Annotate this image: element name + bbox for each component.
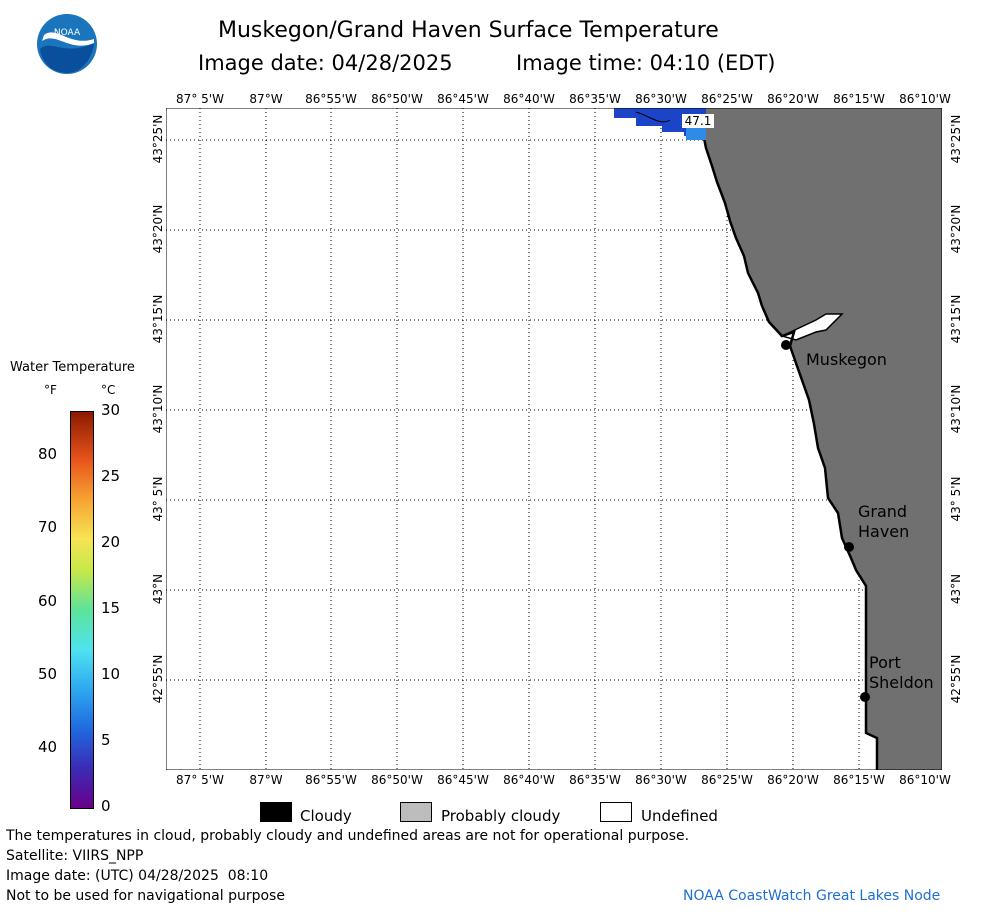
- colorbar-unit-c: °C: [101, 383, 116, 397]
- lon-tick-label: 86°30'W: [635, 773, 687, 787]
- lon-tick-label: 86°10'W: [899, 92, 951, 106]
- city-marker-grand-haven: [844, 542, 854, 552]
- lat-tick-label: 43°10'N: [151, 384, 165, 434]
- colorbar-tick-c: 30: [101, 401, 121, 419]
- city-label-grand-haven: Grand Haven: [858, 502, 910, 541]
- colorbar-unit-f: °F: [44, 383, 57, 397]
- temp-label: 47.1: [685, 114, 712, 128]
- lat-tick-label: 42°55'N: [949, 654, 963, 704]
- map-panel: 47.1: [166, 108, 942, 770]
- image-time: Image time: 04:10 (EDT): [516, 51, 776, 75]
- muskegon-lake: [779, 313, 844, 341]
- lon-tick-label: 87°W: [249, 773, 283, 787]
- lon-tick-label: 86°40'W: [503, 773, 555, 787]
- colorbar-tick-c: 25: [101, 467, 121, 485]
- colorbar-tick-f: 40: [38, 738, 58, 757]
- colorbar-tick-c: 5: [101, 731, 111, 749]
- colorbar-tick-f: 70: [38, 518, 58, 537]
- map-grid: [166, 108, 942, 770]
- lat-tick-label: 43°N: [949, 573, 963, 605]
- lat-tick-label: 43°25'N: [949, 114, 963, 164]
- lon-tick-label: 87° 5'W: [176, 92, 224, 106]
- lat-tick-label: 43°20'N: [949, 204, 963, 254]
- footer-credit: NOAA CoastWatch Great Lakes Node: [683, 888, 941, 904]
- colorbar-title: Water Temperature: [10, 360, 135, 375]
- logo-text: NOAA: [54, 28, 81, 38]
- colorbar-tick-f: 60: [38, 591, 58, 610]
- colorbar-tick-f: 80: [38, 445, 58, 463]
- city-label-muskegon: Muskegon: [806, 350, 887, 369]
- lon-tick-label: 87° 5'W: [176, 773, 224, 787]
- legend-swatch-undefined: [600, 802, 632, 822]
- city-label-port-sheldon: Port Sheldon: [869, 653, 934, 692]
- colorbar-tick-c: 0: [101, 797, 111, 815]
- footer-utc-date: Image date: (UTC) 04/28/2025 08:10: [6, 868, 269, 884]
- lon-tick-label: 86°45'W: [437, 773, 489, 787]
- colorbar-tick-c: 20: [101, 533, 121, 551]
- colorbar-tick-c: 10: [101, 665, 121, 683]
- footer-nav-warning: Not to be used for navigational purpose: [6, 888, 285, 904]
- legend-label-undefined: Undefined: [641, 807, 718, 825]
- legend-label-probably-cloudy: Probably cloudy: [441, 807, 561, 825]
- lat-tick-label: 43°10'N: [949, 384, 963, 434]
- lon-tick-label: 86°20'W: [767, 773, 819, 787]
- lon-tick-label: 86°25'W: [701, 773, 753, 787]
- isotherm: [635, 111, 671, 123]
- land-michigan: [702, 108, 942, 770]
- footer-satellite: Satellite: VIIRS_NPP: [6, 848, 144, 864]
- footer-note: The temperatures in cloud, probably clou…: [6, 828, 690, 844]
- lat-tick-label: 43°15'N: [151, 294, 165, 344]
- lon-tick-label: 86°55'W: [305, 773, 357, 787]
- lon-tick-label: 86°15'W: [833, 92, 885, 106]
- lon-tick-label: 86°50'W: [371, 92, 423, 106]
- colorbar-tick-c: 15: [101, 599, 121, 617]
- colorbar-tick-f: 50: [38, 665, 58, 683]
- lat-tick-label: 42°55'N: [151, 654, 165, 704]
- lon-tick-label: 86°40'W: [503, 92, 555, 106]
- page-title: Muskegon/Grand Haven Surface Temperature: [218, 18, 719, 43]
- lon-tick-label: 86°25'W: [701, 92, 753, 106]
- lat-tick-label: 43°N: [151, 573, 165, 605]
- image-date: Image date: 04/28/2025: [198, 51, 453, 75]
- lat-tick-label: 43° 5'N: [949, 476, 963, 522]
- lat-tick-label: 43° 5'N: [151, 476, 165, 522]
- colorbar: [70, 411, 94, 809]
- lon-tick-label: 86°15'W: [833, 773, 885, 787]
- city-marker-port-sheldon: [860, 692, 870, 702]
- legend-swatch-cloudy: [260, 802, 292, 822]
- lon-tick-label: 86°35'W: [569, 92, 621, 106]
- legend-label-cloudy: Cloudy: [300, 807, 352, 825]
- lat-tick-label: 43°15'N: [949, 294, 963, 344]
- lat-tick-label: 43°20'N: [151, 204, 165, 254]
- lon-tick-label: 86°50'W: [371, 773, 423, 787]
- lat-tick-label: 43°25'N: [151, 114, 165, 164]
- legend-swatch-probably-cloudy: [400, 802, 432, 822]
- lon-tick-label: 86°35'W: [569, 773, 621, 787]
- lon-tick-label: 86°20'W: [767, 92, 819, 106]
- lon-tick-label: 87°W: [249, 92, 283, 106]
- temp-label-box: [682, 114, 714, 128]
- lon-tick-label: 86°55'W: [305, 92, 357, 106]
- lon-tick-label: 86°30'W: [635, 92, 687, 106]
- lon-tick-label: 86°45'W: [437, 92, 489, 106]
- noaa-logo: NOAA: [36, 13, 98, 75]
- city-marker-muskegon: [781, 340, 791, 350]
- lon-tick-label: 86°10'W: [899, 773, 951, 787]
